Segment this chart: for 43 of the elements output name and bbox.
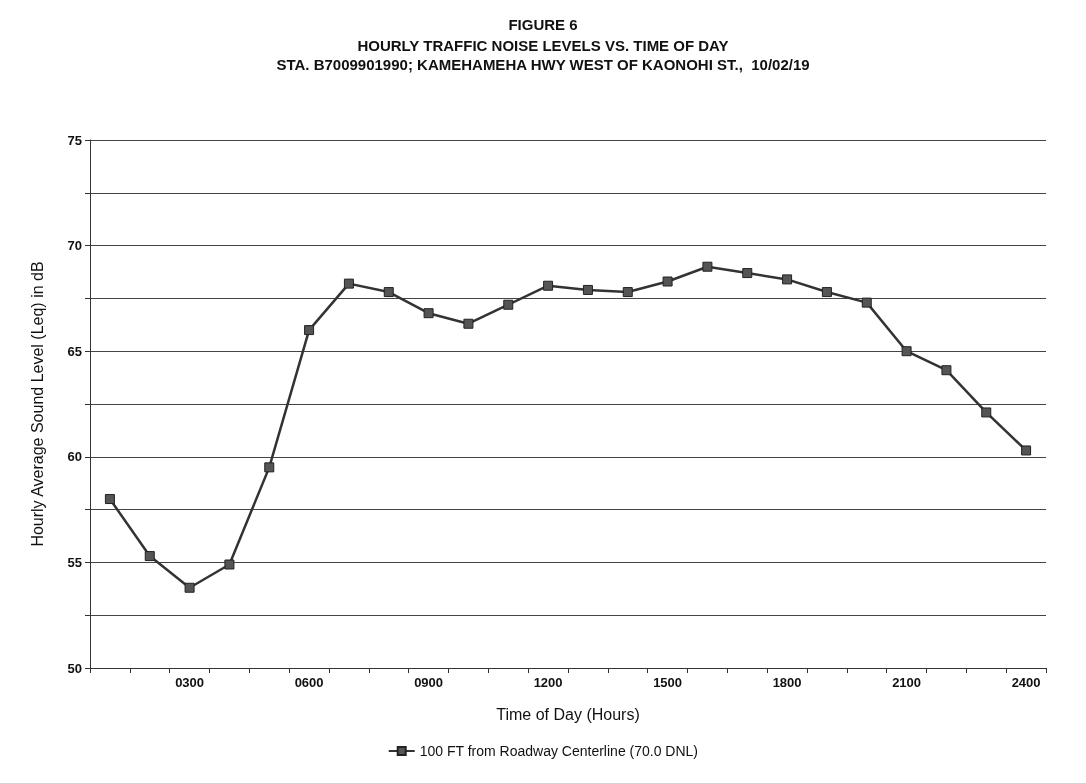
y-tick-label: 65 <box>67 343 82 359</box>
point <box>821 287 832 298</box>
point <box>104 494 115 505</box>
point <box>742 268 753 279</box>
point <box>1021 445 1032 456</box>
point <box>224 559 235 570</box>
point <box>782 274 793 285</box>
point <box>343 278 354 289</box>
point <box>144 551 155 562</box>
point <box>582 284 593 295</box>
point <box>184 582 195 593</box>
x-tick-label: 0900 <box>414 675 444 690</box>
point <box>981 407 992 418</box>
y-tick-label: 60 <box>67 449 82 465</box>
point <box>662 276 673 287</box>
x-tick-label: 2100 <box>892 675 922 690</box>
chart-subtitle: HOURLY TRAFFIC NOISE LEVELS VS. TIME OF DAY STA. B7009901990; KAMEHAMEHA HWY WEST OF KAONOHI ST., 10/02/19 <box>276 37 810 73</box>
point <box>901 346 912 357</box>
point <box>861 297 872 308</box>
x-tick-label: 1500 <box>653 675 683 690</box>
x-tick-label: 0300 <box>175 675 205 690</box>
point <box>622 287 633 298</box>
point <box>543 280 554 291</box>
point <box>463 318 474 329</box>
y-axis-title: Hourly Average Sound Level (Leq) in dB <box>28 261 46 547</box>
chart-title: FIGURE 6 <box>508 16 578 33</box>
x-tick-label: 2400 <box>1011 675 1041 690</box>
point <box>702 261 713 272</box>
point <box>304 325 315 336</box>
x-tick-label: 1200 <box>533 675 563 690</box>
x-tick-label: 1800 <box>772 675 802 690</box>
y-tick-label: 75 <box>67 132 82 148</box>
point <box>264 462 275 473</box>
point <box>941 365 952 376</box>
y-tick-label: 55 <box>67 554 82 570</box>
x-tick-label: 0600 <box>294 675 324 690</box>
point <box>503 299 514 310</box>
y-tick-label: 50 <box>67 660 82 676</box>
y-tick-label: 70 <box>67 238 82 254</box>
point <box>423 308 434 319</box>
x-axis-title: Time of Day (Hours) <box>496 705 640 723</box>
point <box>383 287 394 298</box>
legend-label: 100 FT from Roadway Centerline (70.0 DNL) <box>419 743 699 759</box>
